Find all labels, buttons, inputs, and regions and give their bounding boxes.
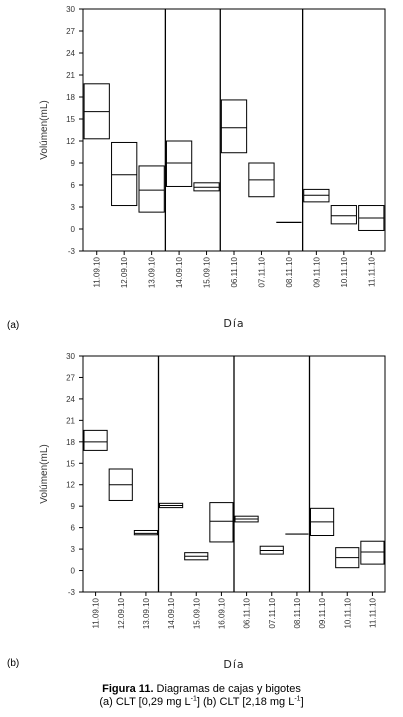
caption-title: Diagramas de cajas y bigotes	[153, 683, 301, 695]
x-tick-label: 15.09.10	[203, 256, 212, 288]
caption-label: Figura 11.	[102, 683, 154, 695]
y-tick-label: 18	[66, 93, 75, 102]
y-tick-label: 21	[66, 71, 75, 80]
y-tick-label: 24	[66, 49, 75, 58]
x-tick-label: 12.09.10	[117, 597, 126, 629]
x-tick-label: 11.09.10	[92, 597, 101, 628]
x-tick-label: 07.11.10	[257, 256, 266, 287]
box	[111, 141, 138, 207]
x-tick-label: 08.11.10	[293, 597, 302, 628]
panel-label: (b)	[7, 658, 19, 669]
caption-line2-c: ]	[300, 696, 304, 708]
x-axis-title: Día	[223, 317, 244, 330]
caption-exponent-2: -1	[294, 695, 301, 703]
box	[330, 205, 357, 225]
y-tick-label: 0	[71, 225, 76, 234]
x-tick-label: 09.11.10	[312, 256, 321, 287]
x-tick-label: 07.11.10	[268, 597, 277, 628]
x-tick-label: 11.11.10	[367, 256, 376, 287]
x-tick-label: 13.09.10	[148, 256, 157, 288]
y-tick-label: 30	[66, 352, 75, 361]
x-tick-label: 14.09.10	[175, 256, 184, 288]
panel-label: (a)	[7, 320, 19, 331]
caption-line2-b: ] (b) CLT [2,18 mg L	[196, 696, 295, 708]
x-tick-label: 11.09.10	[93, 256, 102, 287]
y-tick-label: 18	[66, 438, 75, 447]
figure-caption: Figura 11. Diagramas de cajas y bigotes …	[0, 683, 403, 709]
box	[138, 165, 165, 213]
y-tick-label: -3	[68, 588, 76, 597]
x-tick-label: 14.09.10	[167, 597, 176, 629]
x-tick-label: 10.11.10	[343, 597, 352, 628]
y-tick-label: 21	[66, 416, 75, 425]
box	[133, 529, 158, 536]
x-tick-label: 08.11.10	[285, 256, 294, 287]
x-tick-label: 15.09.10	[192, 597, 201, 629]
y-tick-label: 15	[66, 459, 75, 468]
x-tick-label: 09.11.10	[318, 597, 327, 628]
box	[83, 429, 108, 451]
y-tick-label: 3	[71, 545, 76, 554]
plot-frame-0	[82, 8, 386, 252]
y-tick-label: 12	[66, 137, 75, 146]
y-tick-label: 6	[71, 524, 76, 533]
x-axis-title: Día	[223, 658, 244, 671]
x-tick-label: 06.11.10	[243, 597, 252, 628]
x-tick-label: 11.11.10	[368, 597, 377, 628]
box	[165, 140, 193, 187]
y-axis-title: Volúmen(mL)	[39, 444, 50, 503]
y-tick-label: 30	[66, 5, 75, 14]
y-tick-label: 24	[66, 395, 75, 404]
y-tick-label: 6	[71, 181, 76, 190]
x-tick-label: 13.09.10	[142, 597, 151, 629]
y-tick-label: 9	[71, 159, 76, 168]
caption-exponent-1: -1	[190, 695, 197, 703]
y-tick-label: 15	[66, 115, 75, 124]
box	[220, 99, 248, 154]
y-tick-label: 27	[66, 27, 75, 36]
y-tick-label: 12	[66, 481, 75, 490]
y-tick-label: -3	[68, 247, 76, 256]
y-tick-label: 9	[71, 502, 76, 511]
box	[209, 502, 234, 543]
x-tick-label: 10.11.10	[340, 256, 349, 287]
y-tick-label: 27	[66, 373, 75, 382]
y-tick-label: 0	[71, 567, 76, 576]
x-tick-label: 06.11.10	[230, 256, 239, 287]
y-tick-label: 3	[71, 203, 76, 212]
caption-line2-a: (a) CLT [0,29 mg L	[99, 696, 191, 708]
box	[360, 540, 385, 565]
y-axis-title: Volúmen(mL)	[39, 100, 50, 159]
x-tick-label: 16.09.10	[217, 597, 226, 629]
x-tick-label: 12.09.10	[120, 256, 129, 288]
